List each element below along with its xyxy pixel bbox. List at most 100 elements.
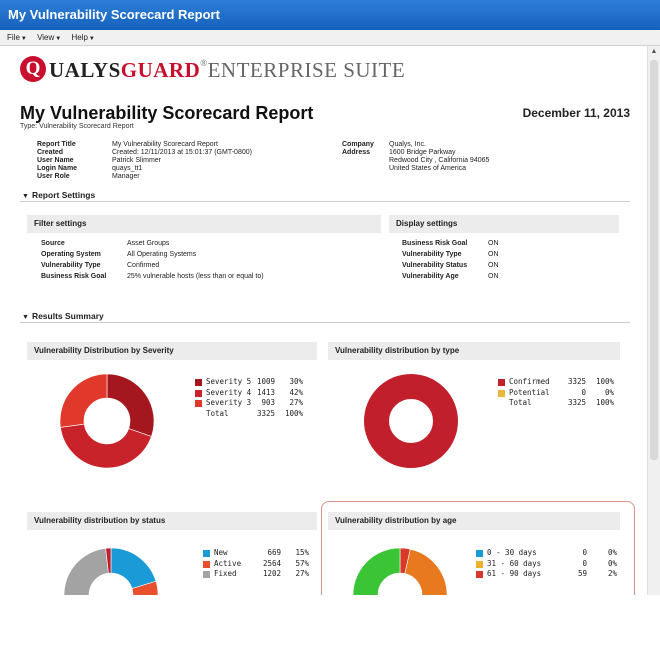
legend-label: 31 - 60 days [487, 558, 542, 568]
age-chart-highlight [321, 501, 635, 595]
severity-chart-header: Vulnerability Distribution by Severity [27, 342, 317, 360]
filter-value: All Operating Systems [127, 251, 197, 258]
logo-reg: ® [200, 58, 208, 68]
legend-percent: 100% [595, 377, 614, 386]
status-legend: New 669 15% Active 2564 57% Fixed 1202 27% [203, 548, 323, 580]
legend-percent: 0% [607, 548, 617, 557]
address-line: 1600 Bridge Parkway [389, 149, 456, 156]
legend-row: Severity 5 1009 30% [195, 377, 325, 388]
legend-row: 31 - 60 days 0 0% [476, 559, 621, 570]
donut-slice [352, 547, 401, 595]
type-donut-chart [364, 374, 458, 468]
menu-bar: File▼ View▼ Help▼ [0, 30, 660, 46]
display-label: Vulnerability Age [402, 273, 459, 280]
detail-label: Login Name [37, 165, 78, 172]
donut-slice [131, 580, 159, 595]
company-value: Qualys, Inc. [389, 141, 426, 148]
legend-swatch [498, 389, 505, 397]
company-details: Company Qualys, Inc. Address 1600 Bridge P… [342, 141, 632, 175]
display-value: ON [488, 273, 499, 280]
legend-label: Fixed [214, 569, 237, 578]
legend-count: 0 [582, 548, 587, 557]
detail-label: Created [37, 149, 64, 156]
filter-label: Vulnerability Type [41, 262, 101, 269]
donut-slice [60, 423, 152, 469]
legend-percent: 27% [295, 569, 309, 578]
legend-swatch [195, 400, 202, 407]
scroll-up-icon[interactable]: ▲ [650, 48, 658, 55]
legend-swatch [203, 550, 210, 557]
legend-label: Total [509, 398, 532, 407]
legend-count: 0 [581, 387, 586, 397]
menu-help[interactable]: Help▼ [71, 30, 94, 47]
logo-qualys: UALYS [49, 58, 121, 82]
legend-row: Active 2564 57% [203, 559, 323, 570]
legend-percent: 27% [289, 398, 303, 407]
severity-legend: Severity 5 1009 30% Severity 4 1413 42% Severi… [195, 377, 325, 419]
donut-slice [110, 547, 157, 589]
results-summary-toggle[interactable]: ▼ Results Summary [22, 311, 104, 321]
caret-down-icon: ▼ [22, 314, 29, 321]
menu-file[interactable]: File▼ [7, 30, 27, 47]
vertical-scrollbar[interactable]: ▲ [647, 46, 660, 595]
report-date: December 11, 2013 [522, 106, 630, 120]
display-value: ON [488, 262, 499, 269]
menu-view[interactable]: View▼ [37, 30, 61, 47]
chevron-down-icon: ▼ [55, 36, 62, 42]
detail-label: Report Title [37, 141, 76, 148]
filter-label: Business Risk Goal [41, 273, 107, 280]
legend-row: New 669 15% [203, 548, 323, 559]
legend-percent: 57% [295, 558, 309, 568]
legend-percent: 2% [607, 569, 617, 578]
browser-window: My Vulnerability Scorecard Report File▼ … [0, 0, 660, 595]
legend-row: Total 3325 100% [195, 409, 325, 420]
type-legend: Confirmed 3325 100% Potential 0 0% Total 3325 10… [498, 377, 628, 409]
donut-slice [105, 547, 112, 574]
legend-percent: 100% [595, 398, 614, 407]
filter-label: Source [41, 240, 65, 247]
address-line: Redwood City , California 94065 [389, 157, 490, 164]
legend-row: Confirmed 3325 100% [498, 377, 628, 388]
filter-value: Confirmed [127, 262, 160, 269]
detail-value: Manager [112, 173, 140, 180]
logo-wordmark: UALYSGUARD®ENTERPRISE SUITE [49, 58, 405, 83]
logo-suite: ENTERPRISE SUITE [207, 58, 406, 82]
legend-count: 59 [577, 569, 587, 578]
legend-row: 0 - 30 days 0 0% [476, 548, 621, 559]
legend-percent: 15% [295, 548, 309, 557]
legend-row: Potential 0 0% [498, 388, 628, 399]
status-donut-chart [63, 547, 159, 595]
legend-count: 2564 [262, 558, 281, 568]
filter-settings-header: Filter settings [27, 215, 381, 233]
legend-swatch [195, 379, 202, 386]
scrollbar-thumb[interactable] [650, 60, 658, 460]
menu-help-label: Help [71, 33, 88, 42]
detail-value: Patrick Slimmer [112, 157, 162, 164]
status-chart-header: Vulnerability distribution by status [27, 512, 317, 530]
legend-percent: 42% [289, 387, 303, 397]
legend-count: 1413 [256, 387, 275, 397]
legend-swatch [203, 571, 210, 578]
filter-value: Asset Groups [127, 240, 170, 247]
age-chart-header: Vulnerability distribution by age [328, 512, 620, 530]
display-label: Vulnerability Type [402, 251, 462, 258]
legend-row: 61 - 90 days 59 2% [476, 569, 621, 580]
legend-swatch [195, 389, 202, 397]
legend-percent: 0% [604, 387, 614, 397]
filter-label: Operating System [41, 251, 101, 258]
report-details: Report Title My Vulnerability Scorecard R… [37, 141, 337, 183]
caret-down-icon: ▼ [22, 193, 29, 200]
donut-slice [59, 373, 108, 428]
menu-file-label: File [7, 33, 20, 42]
legend-count: 669 [267, 548, 281, 557]
legend-row: Total 3325 100% [498, 398, 628, 409]
results-summary-heading: Results Summary [31, 311, 104, 321]
legend-count: 1202 [262, 569, 281, 578]
legend-count: 3325 [567, 377, 586, 386]
legend-count: 3325 [256, 408, 275, 418]
legend-percent: 100% [284, 408, 303, 418]
report-settings-toggle[interactable]: ▼ Report Settings [22, 190, 95, 200]
display-value: ON [488, 240, 499, 247]
display-label: Business Risk Goal [402, 240, 468, 247]
legend-label: Confirmed [509, 377, 550, 386]
